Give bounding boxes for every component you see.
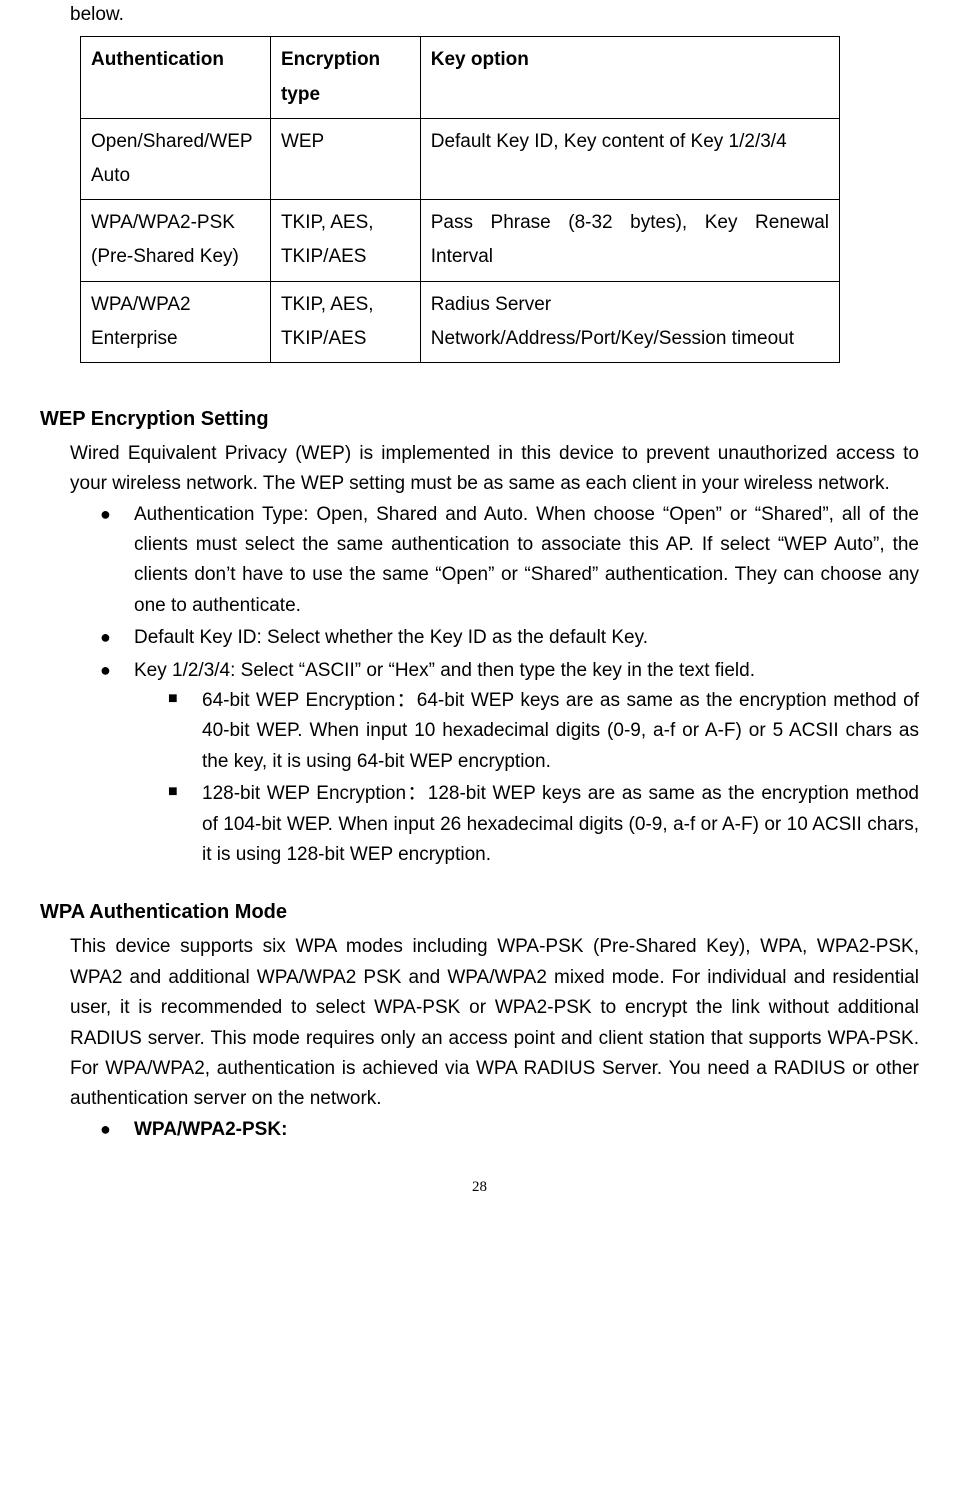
table-header-row: Authentication Encryption type Key optio… — [81, 37, 840, 118]
auth-table: Authentication Encryption type Key optio… — [80, 36, 840, 363]
table-row: Open/Shared/WEP Auto WEP Default Key ID,… — [81, 118, 840, 199]
list-item: Default Key ID: Select whether the Key I… — [100, 623, 919, 653]
cell-enc: WEP — [270, 118, 420, 199]
cell-enc: TKIP, AES, TKIP/AES — [270, 281, 420, 362]
list-item: WPA/WPA2-PSK: — [100, 1115, 919, 1145]
wep-bullet-list: Authentication Type: Open, Shared and Au… — [100, 500, 919, 871]
cell-auth: Open/Shared/WEP Auto — [81, 118, 271, 199]
cell-key: Radius Server Network/Address/Port/Key/S… — [420, 281, 839, 362]
cell-key: Pass Phrase (8-32 bytes), Key Renewal In… — [420, 200, 839, 281]
th-authentication: Authentication — [81, 37, 271, 118]
list-item: Authentication Type: Open, Shared and Au… — [100, 500, 919, 622]
cell-auth: WPA/WPA2 Enterprise — [81, 281, 271, 362]
table-row: WPA/WPA2 Enterprise TKIP, AES, TKIP/AES … — [81, 281, 840, 362]
wpa-heading: WPA Authentication Mode — [40, 896, 919, 928]
lead-in-text: below. — [70, 0, 919, 30]
cell-key: Default Key ID, Key content of Key 1/2/3… — [420, 118, 839, 199]
wep-intro: Wired Equivalent Privacy (WEP) is implem… — [70, 439, 919, 500]
th-encryption: Encryption type — [270, 37, 420, 118]
list-item: 64-bit WEP Encryption：64-bit WEP keys ar… — [168, 686, 919, 777]
cell-enc: TKIP, AES, TKIP/AES — [270, 200, 420, 281]
wpa-bullet-list: WPA/WPA2-PSK: — [100, 1115, 919, 1145]
table-row: WPA/WPA2-PSK (Pre-Shared Key) TKIP, AES,… — [81, 200, 840, 281]
wep-heading: WEP Encryption Setting — [40, 403, 919, 435]
cell-auth: WPA/WPA2-PSK (Pre-Shared Key) — [81, 200, 271, 281]
list-item-text: Key 1/2/3/4: Select “ASCII” or “Hex” and… — [134, 660, 755, 681]
page-number: 28 — [40, 1175, 919, 1199]
wpa-intro: This device supports six WPA modes inclu… — [70, 932, 919, 1114]
wep-sub-list: 64-bit WEP Encryption：64-bit WEP keys ar… — [168, 686, 919, 870]
th-key-option: Key option — [420, 37, 839, 118]
list-item: 128-bit WEP Encryption：128-bit WEP keys … — [168, 779, 919, 870]
list-item: Key 1/2/3/4: Select “ASCII” or “Hex” and… — [100, 656, 919, 871]
